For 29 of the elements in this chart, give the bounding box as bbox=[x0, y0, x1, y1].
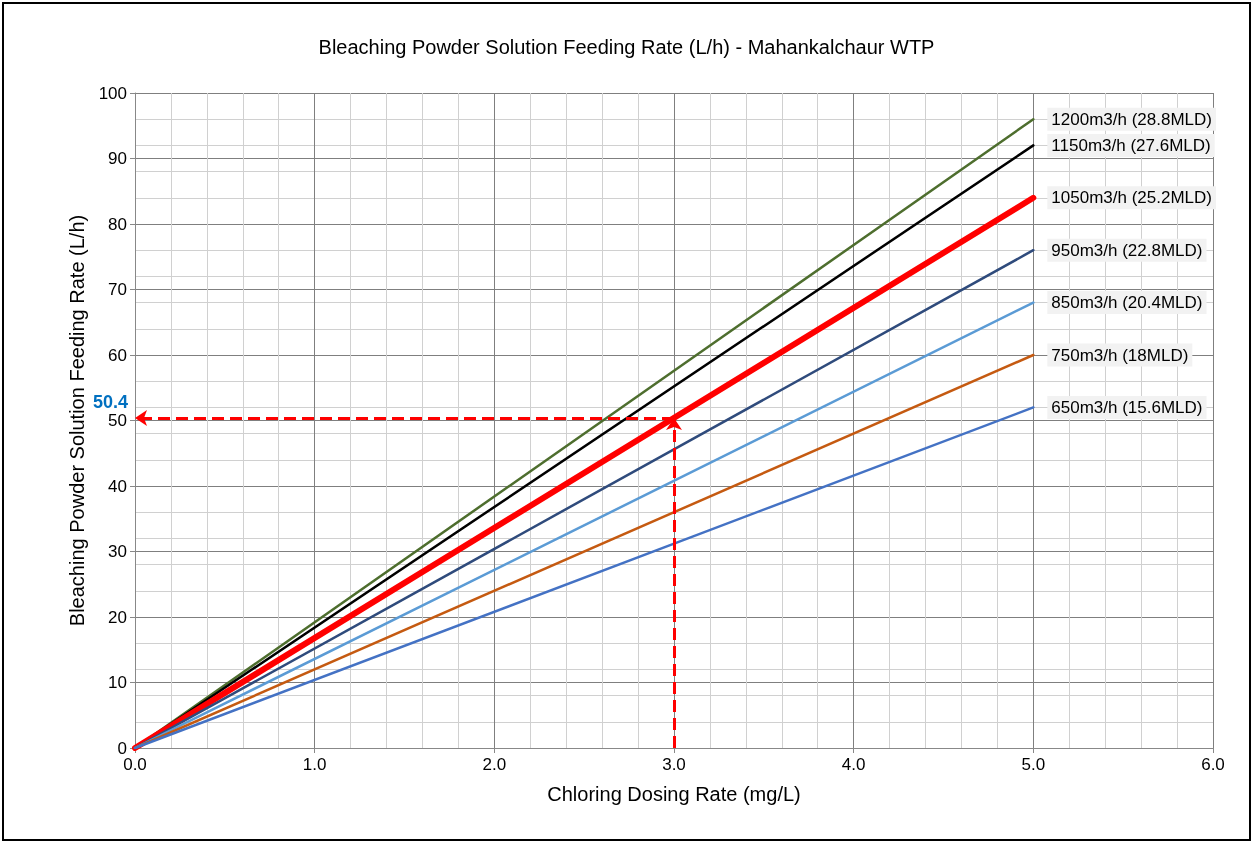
y-tick-label: 20 bbox=[108, 607, 127, 627]
chart-title: Bleaching Powder Solution Feeding Rate (L/h) - Mahankalchaur WTP bbox=[318, 36, 935, 58]
y-tick-label: 50 bbox=[108, 411, 127, 430]
y-tick-label: 30 bbox=[108, 542, 127, 561]
ref-line-label: 50.4 bbox=[92, 391, 128, 412]
series-label: 850m3/h (20.4MLD) bbox=[1051, 293, 1203, 313]
x-axis-title: Chloring Dosing Rate (mg/L) bbox=[547, 783, 801, 805]
y-tick-label: 80 bbox=[108, 214, 127, 234]
series-label: 950m3/h (22.8MLD) bbox=[1051, 240, 1203, 260]
series-label: 1200m3/h (28.8MLD) bbox=[1051, 109, 1212, 129]
y-tick-label: 10 bbox=[108, 673, 127, 692]
x-tick-label: 5.0 bbox=[1021, 755, 1046, 774]
x-tick-label: 2.0 bbox=[482, 755, 507, 774]
series-label: 1050m3/h (25.2MLD) bbox=[1051, 188, 1212, 208]
series-label: 750m3/h (18MLD) bbox=[1051, 345, 1189, 365]
y-tick-label: 70 bbox=[108, 280, 127, 299]
y-tick-label: 40 bbox=[108, 476, 127, 496]
y-tick-label: 100 bbox=[98, 83, 127, 103]
y-tick-label: 60 bbox=[108, 345, 127, 365]
y-tick-label: 0 bbox=[117, 738, 127, 758]
series-label: 1150m3/h (27.6MLD) bbox=[1051, 135, 1211, 155]
x-tick-label: 6.0 bbox=[1201, 755, 1225, 774]
x-tick-label: 1.0 bbox=[302, 755, 327, 774]
x-tick-label: 4.0 bbox=[841, 755, 866, 774]
x-tick-label: 0.0 bbox=[123, 755, 147, 774]
y-tick-label: 90 bbox=[108, 149, 127, 168]
x-tick-label: 3.0 bbox=[662, 755, 686, 774]
y-axis-title: Bleaching Powder Solution Feeding Rate (L/h) bbox=[66, 214, 88, 627]
series-label: 650m3/h (15.6MLD) bbox=[1051, 397, 1203, 417]
